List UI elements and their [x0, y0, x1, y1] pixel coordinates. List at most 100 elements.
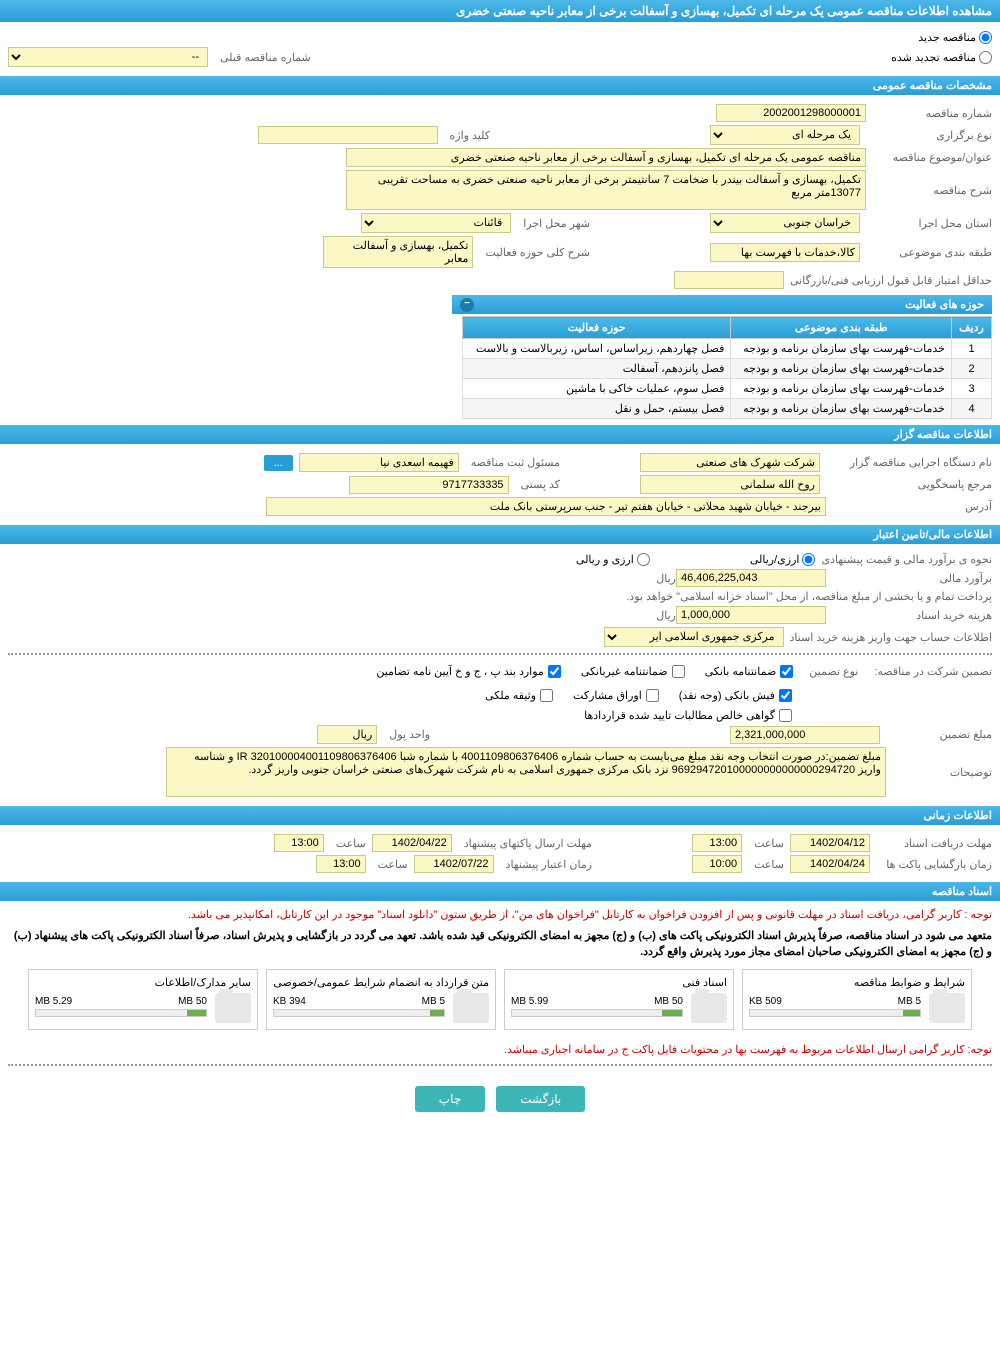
- holding-type-label: نوع برگزاری: [872, 129, 992, 142]
- tender-number-label: شماره مناقصه: [872, 107, 992, 120]
- table-row: 1خدمات-فهرست بهای سازمان برنامه و بودجهف…: [463, 339, 992, 359]
- estimate-field: 46,406,225,043: [676, 569, 826, 587]
- postal-field: 9717733335: [349, 476, 509, 494]
- folder-icon: [453, 993, 489, 1023]
- account-label: اطلاعات حساب جهت واریز هزینه خرید اسناد: [790, 631, 992, 644]
- min-score-label: حداقل امتیاز قابل قبول ارزیابی فنی/بازرگ…: [790, 274, 992, 287]
- time-word-1: ساعت: [754, 837, 784, 850]
- chk-cert[interactable]: گواهی خالص مطالبات تایید شده قراردادها: [584, 709, 792, 722]
- file-box[interactable]: سایر مدارک/اطلاعات 50 MB5.29 MB: [28, 969, 258, 1030]
- col-row: ردیف: [952, 317, 992, 339]
- category-field: کالا،خدمات با فهرست بها: [710, 243, 860, 262]
- section-general-info: مشخصات مناقصه عمومی: [0, 76, 1000, 95]
- doc-cost-currency: ریال: [656, 609, 676, 622]
- folder-icon: [929, 993, 965, 1023]
- radio-new-label: مناقصه جدید: [918, 31, 976, 44]
- address-label: آدرس: [832, 500, 992, 513]
- receive-date: 1402/04/12: [790, 834, 870, 852]
- description-label: شرح مناقصه: [872, 184, 992, 197]
- reg-person-label: مسئول ثبت مناقصه: [471, 456, 560, 469]
- address-field: بیرجند - خیابان شهید محلاتی - خیابان هفت…: [266, 497, 826, 516]
- minimize-icon[interactable]: −: [460, 298, 474, 312]
- activity-table: ردیف طبقه بندی موضوعی حوزه فعالیت 1خدمات…: [462, 316, 992, 419]
- open-time: 10:00: [692, 855, 742, 873]
- receive-label: مهلت دریافت اسناد: [882, 837, 992, 850]
- subject-field: مناقصه عمومی یک مرحله ای تکمیل، بهسازی و…: [346, 148, 866, 167]
- doc-note-1: توجه : کاربر گرامی، دریافت اسناد در مهلت…: [8, 907, 992, 924]
- holding-type-select[interactable]: یک مرحله ای: [710, 125, 860, 145]
- table-row: 4خدمات-فهرست بهای سازمان برنامه و بودجهف…: [463, 399, 992, 419]
- col-category: طبقه بندی موضوعی: [731, 317, 952, 339]
- unit-field: ریال: [317, 725, 377, 744]
- time-word-2: ساعت: [336, 837, 366, 850]
- file-box[interactable]: متن قرارداد به انضمام شرایط عمومی/خصوصی …: [266, 969, 496, 1030]
- category-label: طبقه بندی موضوعی: [872, 246, 992, 259]
- table-row: 3خدمات-فهرست بهای سازمان برنامه و بودجهف…: [463, 379, 992, 399]
- reg-person-field: فهیمه اسعدی نیا: [299, 453, 459, 472]
- file-box[interactable]: اسناد فنی 50 MB5.99 MB: [504, 969, 734, 1030]
- description-field: تکمیل، بهسازی و آسفالت بیندر با ضخامت 7 …: [346, 170, 866, 210]
- guarantee-type-label: نوع تضمین: [809, 665, 858, 678]
- subject-label: عنوان/موضوع مناقصه: [872, 151, 992, 164]
- contact-field: روح الله سلمانی: [640, 475, 820, 494]
- city-select[interactable]: قائنات: [361, 213, 511, 233]
- divider-bottom: [8, 1064, 992, 1066]
- radio-rial[interactable]: ارزی/ریالی: [750, 553, 816, 566]
- section-financial: اطلاعات مالی/تامین اعتبار: [0, 525, 1000, 544]
- open-label: زمان بازگشایی پاکت ها: [882, 858, 992, 871]
- more-button[interactable]: ...: [264, 455, 293, 471]
- valid-date: 1402/07/22: [414, 855, 494, 873]
- activity-scope-field: تکمیل، بهسازی و آسفالت معابر: [323, 236, 473, 268]
- chk-bonds[interactable]: اوراق مشارکت: [573, 689, 659, 702]
- chk-bank[interactable]: ضمانتنامه بانکی: [705, 665, 794, 678]
- chk-terms[interactable]: موارد بند پ ، ج و خ آیین نامه تضامین: [376, 665, 560, 678]
- chk-nonbank[interactable]: ضمانتنامه غیربانکی: [581, 665, 685, 678]
- col-activity: حوزه فعالیت: [463, 317, 731, 339]
- submit-time: 13:00: [274, 834, 324, 852]
- time-word-4: ساعت: [378, 858, 408, 871]
- print-button[interactable]: چاپ: [415, 1086, 485, 1112]
- submit-label: مهلت ارسال پاکتهای پیشنهاد: [464, 837, 592, 850]
- valid-label: زمان اعتبار پیشنهاد: [506, 858, 593, 871]
- province-select[interactable]: خراسان جنوبی: [710, 213, 860, 233]
- keyword-label: کلید واژه: [450, 129, 490, 142]
- city-label: شهر محل اجرا: [523, 217, 590, 230]
- estimate-label: برآورد مالی: [832, 572, 992, 585]
- section-timing: اطلاعات زمانی: [0, 806, 1000, 825]
- file-box[interactable]: شرایط و ضوابط مناقصه 5 MB509 KB: [742, 969, 972, 1030]
- currency-label: ریال: [656, 572, 676, 585]
- back-button[interactable]: بازگشت: [496, 1086, 585, 1112]
- min-score-field[interactable]: [674, 271, 784, 289]
- table-row: 2خدمات-فهرست بهای سازمان برنامه و بودجهف…: [463, 359, 992, 379]
- page-title: مشاهده اطلاعات مناقصه عمومی یک مرحله ای …: [0, 0, 1000, 22]
- chk-cash[interactable]: فیش بانکی (وجه نقد): [679, 689, 792, 702]
- guarantee-amount-field: 2,321,000,000: [730, 726, 880, 744]
- guarantee-amount-label: مبلغ تضمین: [892, 728, 992, 741]
- chk-property[interactable]: وثیقه ملکی: [485, 689, 553, 702]
- activity-table-title: حوزه های فعالیت −: [452, 295, 992, 314]
- keyword-field[interactable]: [258, 126, 438, 144]
- tender-number-field: 2002001298000001: [716, 104, 866, 122]
- prev-number-select[interactable]: --: [8, 47, 208, 67]
- org-name-field: شرکت شهرک های صنعتی: [640, 453, 820, 472]
- section-documents: اسناد مناقصه: [0, 882, 1000, 901]
- guarantee-intro: تضمین شرکت در مناقصه:: [874, 665, 992, 678]
- receive-time: 13:00: [692, 834, 742, 852]
- radio-mixed[interactable]: ارزی و ریالی: [576, 553, 650, 566]
- doc-note-2: متعهد می شود در اسناد مناقصه، صرفاً پذیر…: [8, 928, 992, 961]
- prev-number-label: شماره مناقصه قبلی: [220, 51, 311, 64]
- valid-time: 13:00: [316, 855, 366, 873]
- divider: [8, 653, 992, 655]
- submit-date: 1402/04/22: [372, 834, 452, 852]
- open-date: 1402/04/24: [790, 855, 870, 873]
- section-organizer: اطلاعات مناقصه گزار: [0, 425, 1000, 444]
- province-label: استان محل اجرا: [872, 217, 992, 230]
- account-bank-select[interactable]: مرکزی جمهوری اسلامی ایر: [604, 627, 784, 647]
- postal-label: کد پستی: [521, 478, 560, 491]
- radio-renewed-tender[interactable]: مناقصه تجدید شده: [891, 51, 992, 64]
- radio-new-tender[interactable]: مناقصه جدید: [918, 31, 992, 44]
- time-word-3: ساعت: [754, 858, 784, 871]
- contact-label: مرجع پاسخگویی: [832, 478, 992, 491]
- folder-icon: [215, 993, 251, 1023]
- guarantee-notes-label: توضیحات: [892, 766, 992, 779]
